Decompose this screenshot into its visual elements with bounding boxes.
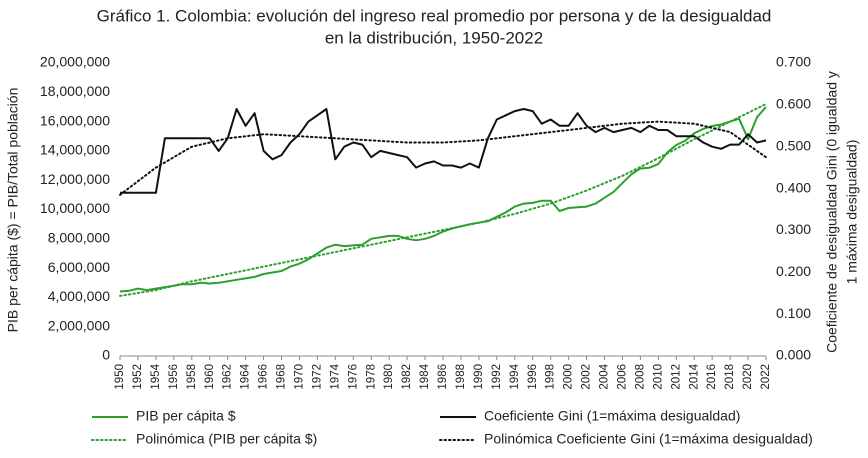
trend-line <box>119 120 767 196</box>
y-tick-label: 20,000,000 <box>40 54 110 70</box>
legend-label: Polinómica Coeficiente Gini (1=máxima de… <box>484 431 813 447</box>
x-tick-label: 2002 <box>581 364 593 390</box>
x-tick-label: 1990 <box>473 364 485 390</box>
y2-tick-label: 0.300 <box>776 221 811 237</box>
y2-axis-label: 1 máxima desigualdad) <box>844 140 860 285</box>
y-axis-label: PIB per cápita ($) = PIB/Total población <box>5 88 21 333</box>
y-tick-label: 18,000,000 <box>40 83 110 99</box>
y-tick-label: 4,000,000 <box>48 288 110 304</box>
x-tick-label: 1978 <box>365 364 377 390</box>
y2-tick-label: 0.500 <box>776 137 811 153</box>
x-tick-label: 1968 <box>276 364 288 390</box>
x-tick-label: 2010 <box>652 364 664 390</box>
y-tick-label: 8,000,000 <box>48 230 110 246</box>
x-tick-label: 1982 <box>401 364 413 390</box>
y-tick-label: 6,000,000 <box>48 259 110 275</box>
x-tick-label: 1966 <box>258 364 270 390</box>
y-tick-label: 14,000,000 <box>40 142 110 158</box>
x-tick-label: 1992 <box>491 364 503 390</box>
x-tick-label: 1972 <box>311 364 323 390</box>
x-tick-label: 1986 <box>437 364 449 390</box>
y-tick-label: 2,000,000 <box>48 317 110 333</box>
legend-label: Polinómica (PIB per cápita $) <box>136 431 317 447</box>
x-tick-label: 1952 <box>132 364 144 390</box>
x-tick-label: 2016 <box>706 364 718 390</box>
chart-title: en la distribución, 1950-2022 <box>325 28 543 47</box>
x-tick-label: 1988 <box>455 364 467 390</box>
x-tick-label: 2018 <box>724 364 736 390</box>
y2-tick-label: 0.000 <box>776 347 811 363</box>
x-tick-label: 1950 <box>114 364 126 390</box>
y-tick-label: 10,000,000 <box>40 200 110 216</box>
x-tick-label: 1984 <box>419 363 431 389</box>
x-tick-label: 2014 <box>688 363 700 389</box>
x-tick-label: 2012 <box>670 364 682 390</box>
x-tick-label: 1962 <box>222 364 234 390</box>
x-tick-label: 1980 <box>383 364 395 390</box>
x-tick-label: 1998 <box>545 364 557 390</box>
x-tick-label: 1958 <box>186 364 198 390</box>
x-tick-label: 2008 <box>634 364 646 390</box>
y-tick-label: 0 <box>102 347 110 363</box>
y2-axis-label: Coeficiente de desigualdad Gini (0 igual… <box>824 71 840 353</box>
x-tick-label: 1960 <box>204 364 216 390</box>
y2-tick-label: 0.400 <box>776 179 811 195</box>
y-tick-label: 12,000,000 <box>40 171 110 187</box>
y2-tick-label: 0.700 <box>776 54 811 70</box>
line <box>119 106 767 293</box>
x-tick-label: 2000 <box>563 364 575 390</box>
x-tick-label: 2006 <box>616 364 628 390</box>
y-tick-label: 16,000,000 <box>40 112 110 128</box>
x-tick-label: 1970 <box>293 364 305 390</box>
y2-tick-label: 0.600 <box>776 96 811 112</box>
legend-label: PIB per cápita $ <box>136 408 236 424</box>
x-tick-label: 1994 <box>509 363 521 389</box>
y2-tick-label: 0.100 <box>776 305 811 321</box>
chart-title: Gráfico 1. Colombia: evolución del ingre… <box>97 6 772 25</box>
x-tick-label: 1974 <box>329 363 341 389</box>
x-tick-label: 1964 <box>240 363 252 389</box>
x-tick-label: 2004 <box>599 363 611 389</box>
y2-tick-label: 0.200 <box>776 263 811 279</box>
trend-line <box>119 103 767 297</box>
x-tick-label: 1996 <box>527 364 539 390</box>
x-tick-label: 2022 <box>760 364 772 390</box>
x-tick-label: 1954 <box>150 363 162 389</box>
x-tick-label: 2020 <box>742 364 754 390</box>
legend-label: Coeficiente Gini (1=máxima desigualdad) <box>484 408 740 424</box>
x-tick-label: 1976 <box>347 364 359 390</box>
x-tick-label: 1956 <box>168 364 180 390</box>
